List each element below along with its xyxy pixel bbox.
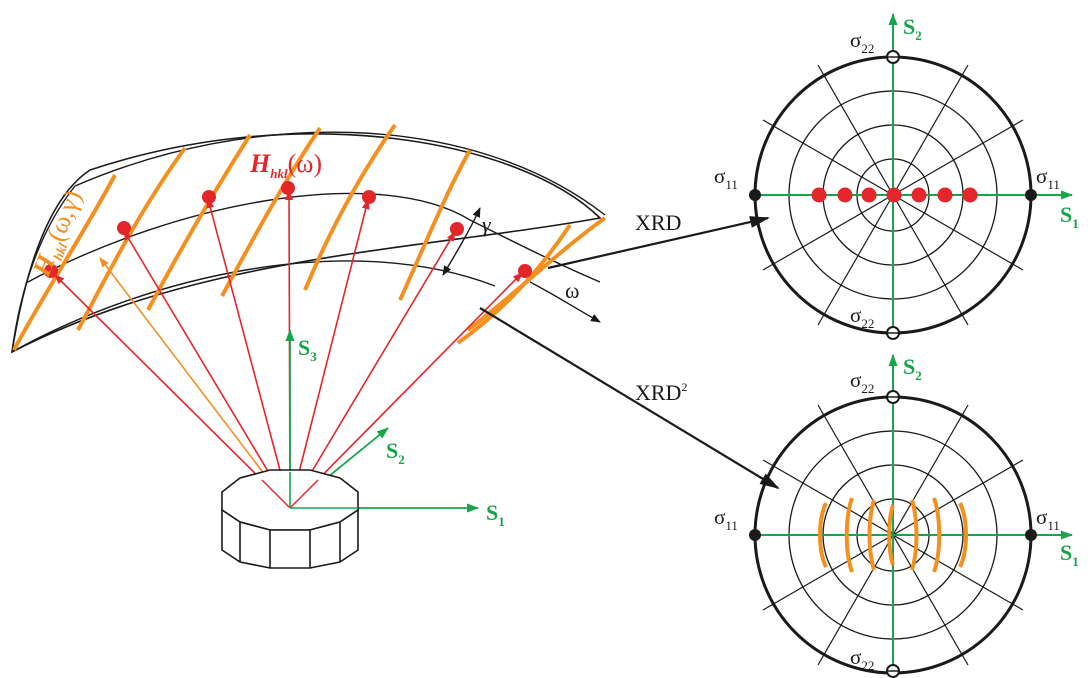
red-vector-7 — [289, 272, 523, 509]
pole-sigma11-right-label: σ11 — [1036, 164, 1060, 192]
pole2-sigma22-bottom-label: σ22 — [850, 645, 874, 673]
pole-sigma22-top-label: σ22 — [850, 28, 874, 56]
pole-figure-xrd — [749, 13, 1073, 340]
pole-sigma22-bottom-label: σ22 — [850, 303, 874, 331]
red-dot-4 — [281, 181, 295, 195]
orange-arc-8 — [466, 216, 607, 332]
omega-arrow — [529, 281, 601, 323]
pole-figure-xrd2 — [749, 354, 1073, 678]
omega-arc — [25, 192, 601, 284]
pole2-orange-arcs — [818, 497, 968, 573]
red-vector-1 — [54, 274, 291, 509]
pole-s1-label: S1 — [1060, 202, 1079, 231]
red-dot-1 — [44, 264, 58, 278]
vector-origin-overlay — [261, 472, 358, 509]
s1-label: S1 — [486, 500, 505, 529]
pole2-sigma11-right-label: σ11 — [1036, 505, 1060, 533]
gamma-arrow — [442, 207, 481, 276]
red-vector-6 — [289, 231, 456, 509]
red-vector-5 — [289, 199, 370, 509]
surface-top-arc — [74, 131, 606, 216]
pole2-sigma22-top-label: σ22 — [850, 368, 874, 396]
pole2-s1-label: S1 — [1060, 540, 1079, 569]
orange-arc-1 — [12, 174, 117, 351]
red-vector-2 — [123, 230, 291, 509]
red-dot-6 — [450, 222, 464, 236]
pole2-s2-label: S2 — [903, 354, 922, 383]
surface-left-edge — [11, 185, 76, 353]
diffraction-points — [44, 181, 532, 278]
red-dot-5 — [362, 190, 376, 204]
s2-label: S2 — [386, 438, 405, 467]
red-dot-3 — [202, 190, 216, 204]
red-dot-2 — [117, 221, 131, 235]
pole2-sigma11-right-point — [1025, 529, 1037, 541]
orange-arc-6 — [398, 149, 472, 301]
omega-label: ω — [565, 278, 579, 303]
xrd-arrow — [547, 216, 770, 270]
orange-arc-7 — [456, 223, 572, 345]
pole2-sigma11-left-point — [749, 529, 761, 541]
sigma11-right-point — [1025, 189, 1037, 201]
xrd-label: XRD — [635, 210, 681, 235]
orange-vector — [99, 257, 291, 509]
red-vector-3 — [206, 198, 291, 509]
pole2-sigma11-left-label: σ11 — [714, 505, 738, 533]
pole-sigma11-left-label: σ11 — [714, 164, 738, 192]
xrd2-label: XRD2 — [635, 380, 687, 405]
orange-arc-5 — [303, 123, 397, 291]
xrd2-arrow — [479, 307, 780, 490]
pole-red-dots — [811, 187, 978, 203]
gamma-label: γ — [482, 212, 492, 237]
sigma11-left-point — [749, 189, 761, 201]
h-omega-label: Hhkl(ω) — [249, 149, 322, 181]
orange-diffraction-arcs — [12, 123, 607, 351]
red-dot-7 — [518, 264, 532, 278]
pole-s2-label: S2 — [903, 14, 922, 43]
orange-arc-4 — [220, 126, 322, 297]
orange-arc-3 — [146, 133, 252, 311]
surface-outline — [10, 133, 602, 354]
s3-label: S3 — [298, 335, 317, 364]
surface-lower-arc — [11, 260, 496, 353]
